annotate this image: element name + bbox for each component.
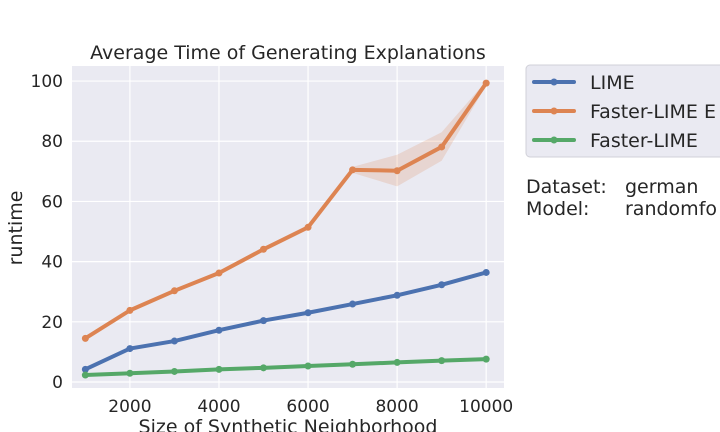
x-axis-label: Size of Synthetic Neighborhood: [139, 416, 438, 432]
legend-marker-0: [550, 78, 558, 86]
x-tick-label: 2000: [108, 397, 151, 417]
tick-labels: 2000 4000 6000 8000 10000 0 20 40 60 80 100: [31, 72, 514, 417]
series-line-0: [83, 270, 489, 372]
legend-label-1: Faster-LIME E: [590, 101, 716, 123]
data-point-0: [482, 268, 490, 276]
y-axis-label: runtime: [5, 191, 27, 266]
y-tick-label: 20: [41, 313, 63, 333]
data-point-0: [304, 309, 312, 317]
data-point-0: [260, 317, 268, 325]
data-point-1: [482, 79, 490, 87]
data-point-1: [260, 245, 268, 253]
data-point-2: [170, 367, 178, 375]
data-point-1: [215, 269, 223, 277]
data-point-0: [349, 300, 357, 308]
data-point-1: [304, 223, 312, 231]
x-tick-label: 8000: [375, 397, 418, 417]
data-point-2: [215, 365, 223, 373]
legend-marker-1: [550, 107, 558, 115]
model-value: randomfo: [625, 198, 717, 220]
data-point-2: [304, 362, 312, 370]
data-point-2: [81, 371, 89, 379]
data-point-0: [438, 281, 446, 289]
x-tick-label: 10000: [459, 397, 513, 417]
data-point-0: [393, 291, 401, 299]
data-point-0: [126, 345, 134, 353]
data-point-1: [349, 166, 357, 174]
series-line-2: [83, 357, 489, 378]
data-point-1: [438, 143, 446, 151]
data-point-1: [393, 167, 401, 175]
series-lines: [81, 79, 490, 379]
x-tick-label: 6000: [286, 397, 329, 417]
model-label: Model:: [526, 198, 589, 220]
legend-box: [525, 64, 720, 158]
grid-lines: [72, 66, 504, 388]
legend-marker-2: [550, 136, 558, 144]
x-tick-label: 4000: [197, 397, 240, 417]
data-point-2: [482, 355, 490, 363]
y-tick-label: 0: [52, 373, 63, 393]
chart-title: Average Time of Generating Explanations: [90, 42, 486, 64]
dataset-value: german: [625, 176, 698, 198]
data-point-0: [170, 337, 178, 345]
y-tick-label: 60: [41, 192, 63, 212]
data-point-2: [393, 358, 401, 366]
legend-label-2: Faster-LIME: [590, 130, 698, 152]
data-point-1: [81, 334, 89, 342]
legend-label-0: LIME: [590, 72, 635, 94]
data-point-2: [260, 364, 268, 372]
y-tick-label: 100: [31, 72, 63, 92]
dataset-label: Dataset:: [526, 176, 607, 198]
data-point-1: [170, 287, 178, 295]
legend: LIME Faster-LIME E Faster-LIME: [525, 64, 720, 158]
data-point-2: [438, 357, 446, 365]
y-tick-label: 40: [41, 253, 63, 273]
y-tick-label: 80: [41, 132, 63, 152]
data-point-0: [81, 365, 89, 373]
data-point-2: [349, 360, 357, 368]
data-point-2: [126, 369, 134, 377]
plot-area: [72, 66, 504, 388]
info-block: Dataset: german Model: randomfo: [526, 176, 717, 220]
data-point-1: [126, 306, 134, 314]
series-line-1: [83, 81, 489, 341]
data-point-0: [215, 326, 223, 334]
